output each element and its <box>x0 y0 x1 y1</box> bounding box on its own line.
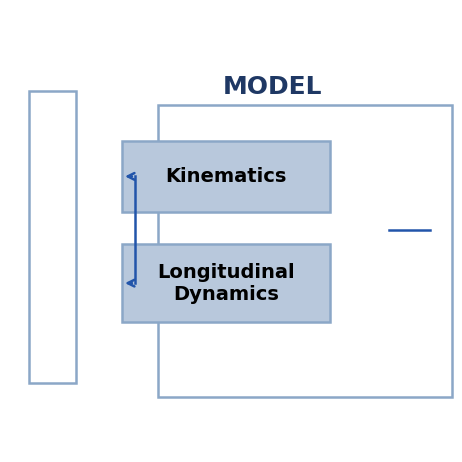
Text: MODEL: MODEL <box>223 75 322 99</box>
Bar <box>158 105 452 397</box>
Text: Longitudinal
Dynamics: Longitudinal Dynamics <box>157 262 295 304</box>
Bar <box>29 91 76 383</box>
Bar <box>122 141 330 212</box>
Bar <box>122 244 330 322</box>
Text: Kinematics: Kinematics <box>165 167 287 186</box>
